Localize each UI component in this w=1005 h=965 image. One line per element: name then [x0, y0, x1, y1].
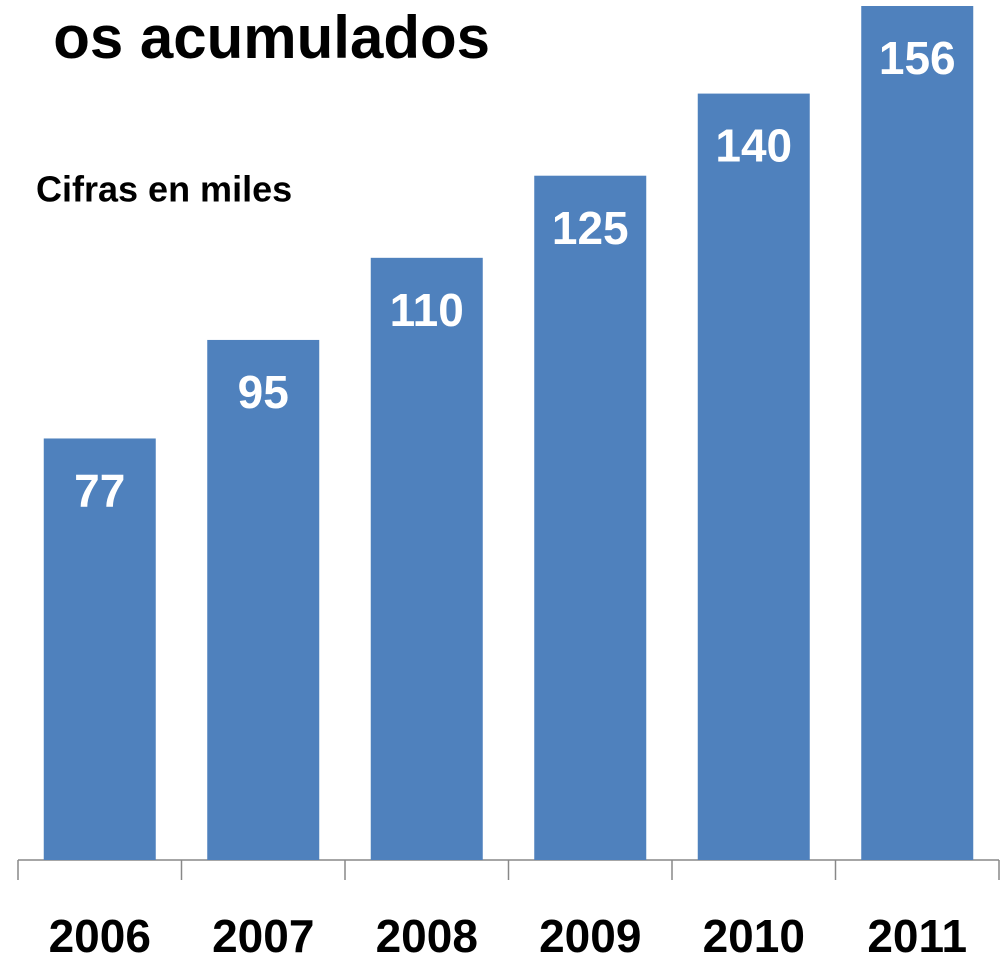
bar	[697, 93, 810, 861]
bar	[534, 175, 647, 860]
data-label: 156	[879, 32, 956, 84]
bar	[861, 6, 974, 860]
x-tick-label: 2006	[49, 910, 151, 962]
data-label: 77	[74, 465, 125, 517]
bar	[370, 257, 483, 860]
x-tick-label: 2009	[539, 910, 641, 962]
data-label: 125	[552, 202, 629, 254]
x-tick-label: 2011	[867, 910, 967, 962]
bar	[43, 438, 156, 860]
chart-subtitle: Cifras en miles	[36, 169, 292, 210]
data-label: 140	[715, 120, 792, 172]
data-label: 95	[238, 366, 289, 418]
data-label: 110	[390, 284, 464, 336]
x-tick-label: 2008	[376, 910, 478, 962]
chart-title: os acumulados	[53, 4, 490, 71]
x-tick-label: 2007	[212, 910, 314, 962]
x-tick-label: 2010	[703, 910, 805, 962]
bar	[207, 339, 320, 860]
